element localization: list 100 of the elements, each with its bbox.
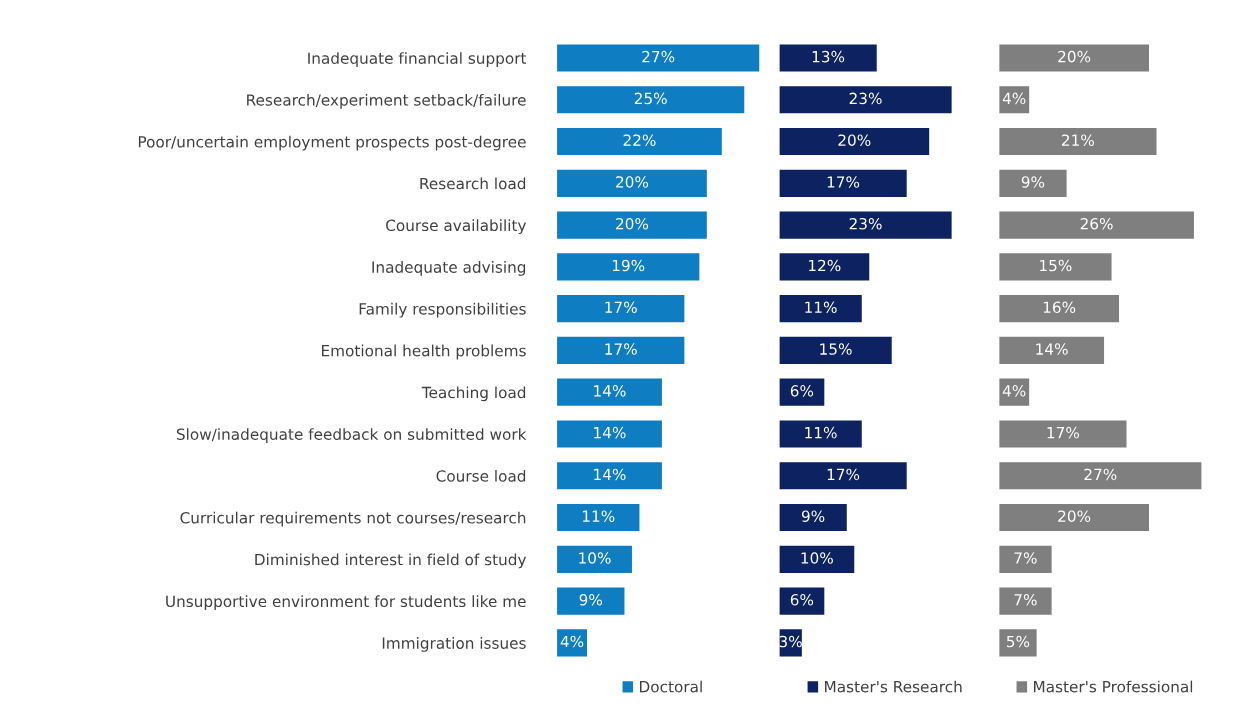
bar (999, 420, 1127, 448)
data-label: 20% (1058, 50, 1091, 63)
bar (557, 295, 685, 323)
bar (999, 336, 1105, 364)
bar (779, 420, 862, 448)
bar (779, 253, 870, 281)
bar (779, 127, 930, 156)
data-label: 15% (1040, 259, 1072, 272)
y-tick-label: Emotional health problems (322, 344, 526, 360)
bar (779, 169, 907, 197)
data-label: 14% (594, 385, 626, 397)
bar (999, 462, 1202, 490)
data-label: 6% (790, 385, 814, 397)
data-label: 10% (579, 552, 611, 564)
data-label: 20% (1058, 510, 1091, 522)
data-label: 16% (1043, 301, 1076, 314)
bar (779, 336, 892, 364)
data-label: 15% (820, 343, 852, 355)
bar (999, 211, 1194, 239)
data-label: 17% (827, 468, 860, 481)
bar (557, 169, 707, 197)
bar (557, 503, 640, 532)
data-label: 11% (805, 426, 837, 439)
data-label: 5% (1006, 635, 1030, 648)
data-label: 14% (594, 468, 626, 481)
y-tick-label: Research load (420, 177, 526, 190)
data-label: 4% (1002, 385, 1026, 397)
bar (557, 44, 760, 72)
bar (557, 378, 662, 406)
data-label: 17% (1047, 426, 1079, 439)
y-tick-label: Teaching load (421, 386, 526, 402)
data-label: 17% (605, 301, 637, 314)
data-label: 14% (594, 426, 626, 439)
bar (779, 545, 855, 573)
bar (999, 169, 1067, 197)
data-label: 7% (1014, 552, 1037, 564)
y-tick-label: Diminished interest in field of study (255, 553, 527, 569)
bar (779, 587, 825, 615)
legend-label: Master's Professional (1034, 680, 1193, 693)
data-label: 7% (1014, 593, 1037, 606)
y-tick-label: Inadequate financial support (308, 52, 527, 67)
data-label: 26% (1080, 217, 1113, 230)
bar (557, 545, 632, 573)
data-label: 13% (812, 50, 845, 63)
bar (999, 629, 1037, 657)
data-label: 4% (1002, 92, 1026, 105)
data-label: 19% (612, 259, 645, 272)
bar (779, 462, 907, 490)
y-tick-label: Course load (436, 469, 526, 482)
data-label: 9% (579, 593, 603, 606)
data-label: 25% (634, 92, 667, 105)
y-tick-label: Inadequate advising (372, 261, 526, 276)
y-tick-label: Slow/inadequate feedback on submitted work (176, 428, 527, 443)
bar (999, 503, 1149, 532)
bar (999, 127, 1157, 156)
bar (999, 545, 1052, 573)
bar (557, 253, 700, 281)
bar (999, 295, 1120, 323)
bar (557, 462, 662, 490)
data-label: 10% (801, 552, 833, 564)
bar (779, 295, 862, 323)
data-label: 9% (801, 510, 825, 522)
data-label: 4% (560, 635, 584, 648)
bar (557, 211, 707, 239)
data-label: 17% (605, 343, 637, 355)
data-label: 14% (1036, 343, 1068, 355)
y-tick-label: Unsupportive environment for students like me (166, 595, 526, 611)
y-tick-label: Poor/uncertain employment prospects post-degree (138, 135, 526, 151)
data-label: 27% (1084, 468, 1117, 481)
bar (999, 44, 1149, 72)
data-label: 12% (809, 259, 841, 272)
data-label: 6% (790, 593, 814, 606)
data-label: 17% (827, 176, 860, 188)
y-tick-label: Course availability (386, 219, 527, 235)
data-label: 23% (849, 217, 882, 230)
bar (557, 420, 662, 448)
data-label: 20% (616, 217, 649, 230)
data-label: 22% (623, 134, 656, 146)
data-label: 27% (642, 50, 675, 63)
data-label: 11% (805, 301, 837, 314)
data-label: 23% (849, 92, 882, 105)
bar (999, 587, 1052, 615)
bar (779, 211, 952, 239)
bar (779, 44, 877, 72)
bar (557, 587, 625, 615)
bar (557, 86, 745, 114)
data-label: 20% (616, 176, 649, 188)
bar (999, 253, 1112, 281)
data-label: 21% (1061, 134, 1094, 146)
bar (779, 86, 952, 114)
data-label: 20% (838, 134, 871, 146)
bar (557, 127, 722, 156)
y-tick-label: Family responsibilities (359, 302, 526, 318)
legend-label: Master's Research (825, 680, 962, 693)
data-label: 11% (582, 510, 615, 522)
bar (779, 378, 825, 406)
y-tick-label: Research/experiment setback/failure (247, 93, 526, 109)
y-tick-label: Immigration issues (382, 637, 526, 652)
y-tick-label: Curricular requirements not courses/research (180, 511, 526, 527)
data-label: 9% (1021, 176, 1045, 188)
